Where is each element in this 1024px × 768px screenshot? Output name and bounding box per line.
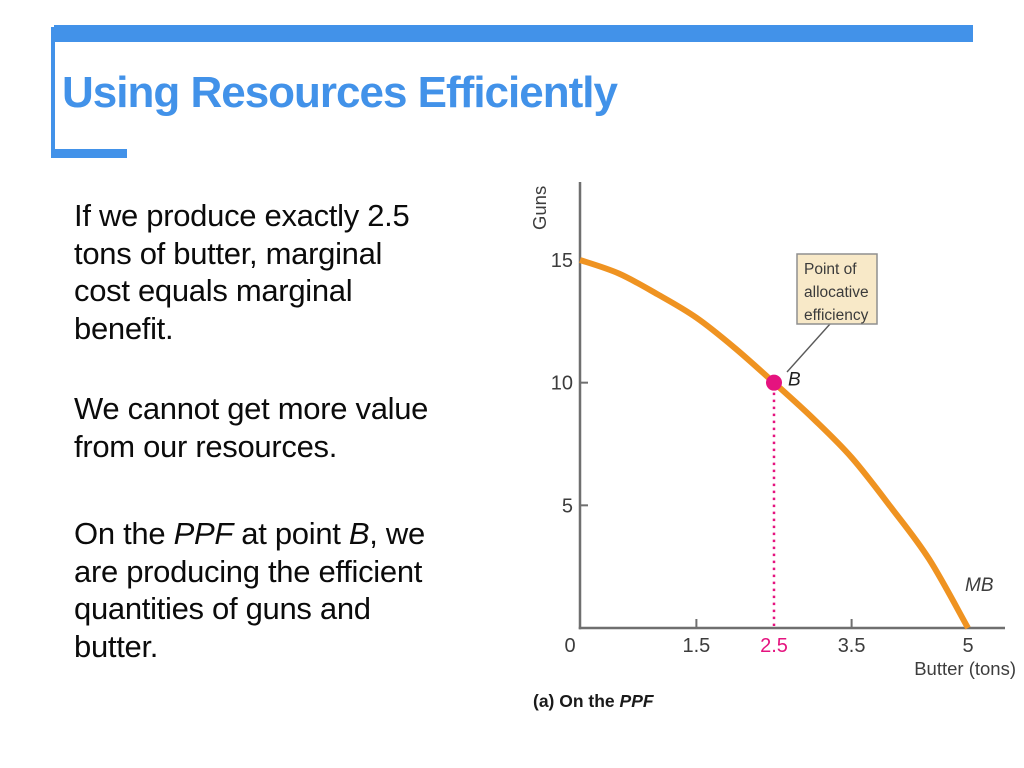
text-segment: , we are producing the efficient quantit… bbox=[74, 516, 425, 664]
y-tick-label-10: 10 bbox=[551, 373, 573, 395]
x-tick-label-0: 0 bbox=[564, 635, 575, 657]
y-axis-label: Guns bbox=[529, 186, 550, 230]
text-segment: PPF bbox=[173, 516, 234, 551]
title-accent-bottom-block bbox=[51, 149, 127, 158]
text-segment: (a) On the bbox=[533, 691, 620, 711]
annotation-line-2: allocative bbox=[804, 284, 869, 301]
title-accent-left-line bbox=[51, 27, 55, 157]
x-tick-label-3.5: 3.5 bbox=[838, 635, 866, 657]
text-segment: B bbox=[348, 516, 370, 551]
text-segment: PPF bbox=[619, 691, 654, 711]
x-tick-label-5: 5 bbox=[962, 635, 973, 657]
text-segment: On the bbox=[74, 516, 174, 551]
paragraph-more-value: We cannot get more value from our resour… bbox=[74, 391, 429, 464]
y-tick-label-15: 15 bbox=[551, 250, 573, 272]
x-axis-label: Butter (tons) bbox=[914, 658, 1016, 679]
annotation-leader-line bbox=[786, 323, 831, 373]
paragraph-point-b: On the PPF at point B, we are producing … bbox=[74, 515, 544, 665]
annotation-box bbox=[796, 253, 878, 325]
x-tick-label-2.5: 2.5 bbox=[760, 635, 788, 657]
slide-title: Using Resources Efficiently bbox=[62, 68, 618, 117]
mb-curve-label: MB bbox=[965, 575, 994, 596]
x-tick-label-1.5: 1.5 bbox=[682, 635, 710, 657]
point-b-dot bbox=[766, 374, 782, 391]
title-accent-bar bbox=[54, 25, 973, 42]
paragraph-marginal-cost: If we produce exactly 2.5 tons of butter… bbox=[74, 198, 410, 346]
annotation-line-3: efficiency bbox=[804, 307, 869, 324]
chart-caption: (a) On the PPF bbox=[533, 691, 654, 712]
text-segment: at point bbox=[232, 516, 349, 551]
y-tick-label-5: 5 bbox=[562, 495, 573, 517]
point-b-label: B bbox=[788, 370, 801, 391]
annotation-line-1: Point of bbox=[804, 261, 857, 278]
